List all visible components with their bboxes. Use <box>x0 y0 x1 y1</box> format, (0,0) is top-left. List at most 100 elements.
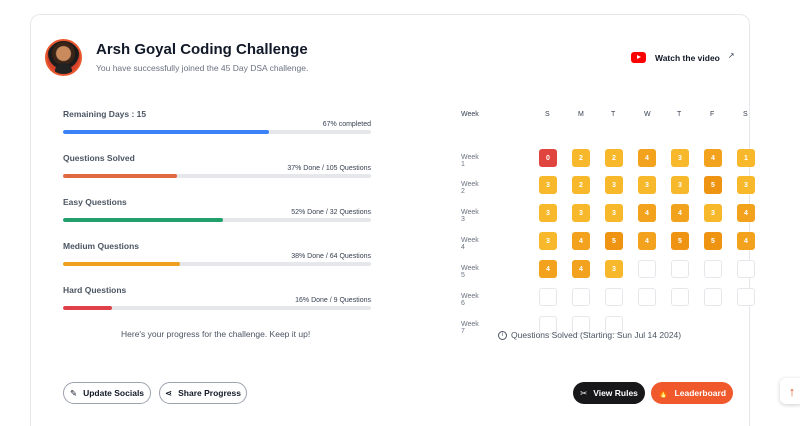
calendar-cell: 4 <box>638 149 656 167</box>
calendar-cell: 4 <box>638 232 656 250</box>
calendar-cell: 4 <box>539 260 557 278</box>
progress-stat: 16% Done / 9 Questions <box>295 297 371 304</box>
progress-item: Questions Solved 37% Done / 105 Questions <box>63 153 371 178</box>
calendar-corner-label: Week <box>461 111 479 118</box>
progress-fill <box>63 130 270 134</box>
calendar-cell: 3 <box>605 204 623 222</box>
progress-stat: 67% completed <box>322 121 371 128</box>
watch-video-link[interactable]: Watch the video ↗ <box>631 51 735 63</box>
calendar-cell: 3 <box>671 149 689 167</box>
challenge-card: Arsh Goyal Coding Challenge You have suc… <box>30 14 755 426</box>
scroll-to-top-button[interactable]: ↑ <box>780 378 800 404</box>
calendar-cell <box>737 288 755 306</box>
progress-item: Easy Questions 52% Done / 32 Questions <box>63 197 371 222</box>
calendar-cell: 2 <box>572 149 590 167</box>
calendar-cell: 4 <box>737 232 755 250</box>
calendar-footer-text: Questions Solved (Starting: Sun Jul 14 2… <box>511 330 682 340</box>
progress-item: Remaining Days : 15 67% completed <box>63 109 371 134</box>
update-socials-button[interactable]: ✎ Update Socials <box>63 382 151 404</box>
calendar-week-label: Week 4 <box>461 237 479 251</box>
view-rules-label: View Rules <box>593 388 638 398</box>
progress-label: Remaining Days : 15 <box>63 109 147 119</box>
calendar-week-label: Week 3 <box>461 209 479 223</box>
view-rules-button[interactable]: ✂ View Rules <box>573 382 645 404</box>
calendar-day-header: M <box>578 111 584 118</box>
calendar-week-label: Week 1 <box>461 154 479 168</box>
progress-track <box>63 218 371 222</box>
calendar-cell: 4 <box>638 204 656 222</box>
arrow-up-icon: ↑ <box>788 383 796 399</box>
calendar-day-header: S <box>743 111 748 118</box>
leaderboard-button[interactable]: 🔥 Leaderboard <box>651 382 733 404</box>
calendar-cell <box>605 288 623 306</box>
share-progress-button[interactable]: ⋖ Share Progress <box>159 382 247 404</box>
calendar-cell: 3 <box>539 204 557 222</box>
share-progress-label: Share Progress <box>178 388 241 398</box>
edit-icon: ✎ <box>69 387 78 398</box>
calendar-cell <box>638 288 656 306</box>
page-subtitle: You have successfully joined the 45 Day … <box>96 63 309 73</box>
calendar-cell: 3 <box>704 204 722 222</box>
calendar-cell: 5 <box>671 232 689 250</box>
progress-fill <box>63 174 177 178</box>
calendar-cell: 4 <box>572 260 590 278</box>
youtube-icon <box>631 52 646 63</box>
watch-video-label: Watch the video <box>655 52 720 63</box>
calendar-cell: 5 <box>704 232 722 250</box>
calendar-cell: 3 <box>539 232 557 250</box>
calendar-cell: 1 <box>737 149 755 167</box>
share-icon: ⋖ <box>165 387 173 398</box>
calendar-cell: 3 <box>737 176 755 194</box>
progress-message: Here's your progress for the challenge. … <box>121 329 311 339</box>
calendar-cell <box>605 316 623 334</box>
calendar-cell: 2 <box>572 176 590 194</box>
progress-label: Easy Questions <box>63 197 127 207</box>
progress-label: Hard Questions <box>63 285 127 295</box>
calendar-cell: 4 <box>572 232 590 250</box>
calendar-week-label: Week 7 <box>461 321 479 335</box>
page-title: Arsh Goyal Coding Challenge <box>96 41 308 58</box>
progress-track <box>63 174 371 178</box>
calendar-cell: 5 <box>605 232 623 250</box>
calendar-cell: 5 <box>704 176 722 194</box>
progress-fill <box>63 218 224 222</box>
calendar-cell <box>671 260 689 278</box>
progress-stat: 38% Done / 64 Questions <box>291 253 371 260</box>
calendar-cell <box>638 260 656 278</box>
calendar-day-header: T <box>677 111 682 118</box>
calendar-week-label: Week 5 <box>461 265 479 279</box>
calendar-week-label: Week 2 <box>461 181 479 195</box>
profile-avatar <box>45 39 82 76</box>
calendar-cell: 3 <box>605 176 623 194</box>
calendar-cell: 4 <box>671 204 689 222</box>
calendar-cell <box>704 288 722 306</box>
info-icon: i <box>498 330 507 340</box>
progress-stat: 37% Done / 105 Questions <box>287 165 371 172</box>
calendar-cell <box>572 288 590 306</box>
progress-track <box>63 262 371 266</box>
calendar-cell: 0 <box>539 149 557 167</box>
calendar-cell: 3 <box>638 176 656 194</box>
progress-label: Medium Questions <box>63 241 140 251</box>
calendar-cell <box>737 260 755 278</box>
calendar-cell <box>704 260 722 278</box>
progress-item: Medium Questions 38% Done / 64 Questions <box>63 241 371 266</box>
calendar-cell <box>539 288 557 306</box>
progress-fill <box>63 262 181 266</box>
calendar-footer: i Questions Solved (Starting: Sun Jul 14… <box>498 330 681 340</box>
rules-icon: ✂ <box>580 387 588 398</box>
calendar-cell: 4 <box>704 149 722 167</box>
progress-stat: 52% Done / 32 Questions <box>291 209 371 216</box>
calendar-cell: 3 <box>572 204 590 222</box>
calendar-week-label: Week 6 <box>461 293 479 307</box>
calendar-cell <box>671 288 689 306</box>
progress-track <box>63 130 371 134</box>
calendar-cell: 2 <box>605 149 623 167</box>
calendar-cell: 4 <box>737 204 755 222</box>
fire-icon: 🔥 <box>657 387 669 398</box>
progress-track <box>63 306 371 310</box>
calendar-cell <box>539 316 557 334</box>
calendar-cell <box>572 316 590 334</box>
calendar-cell: 3 <box>605 260 623 278</box>
calendar-cell: 3 <box>671 176 689 194</box>
